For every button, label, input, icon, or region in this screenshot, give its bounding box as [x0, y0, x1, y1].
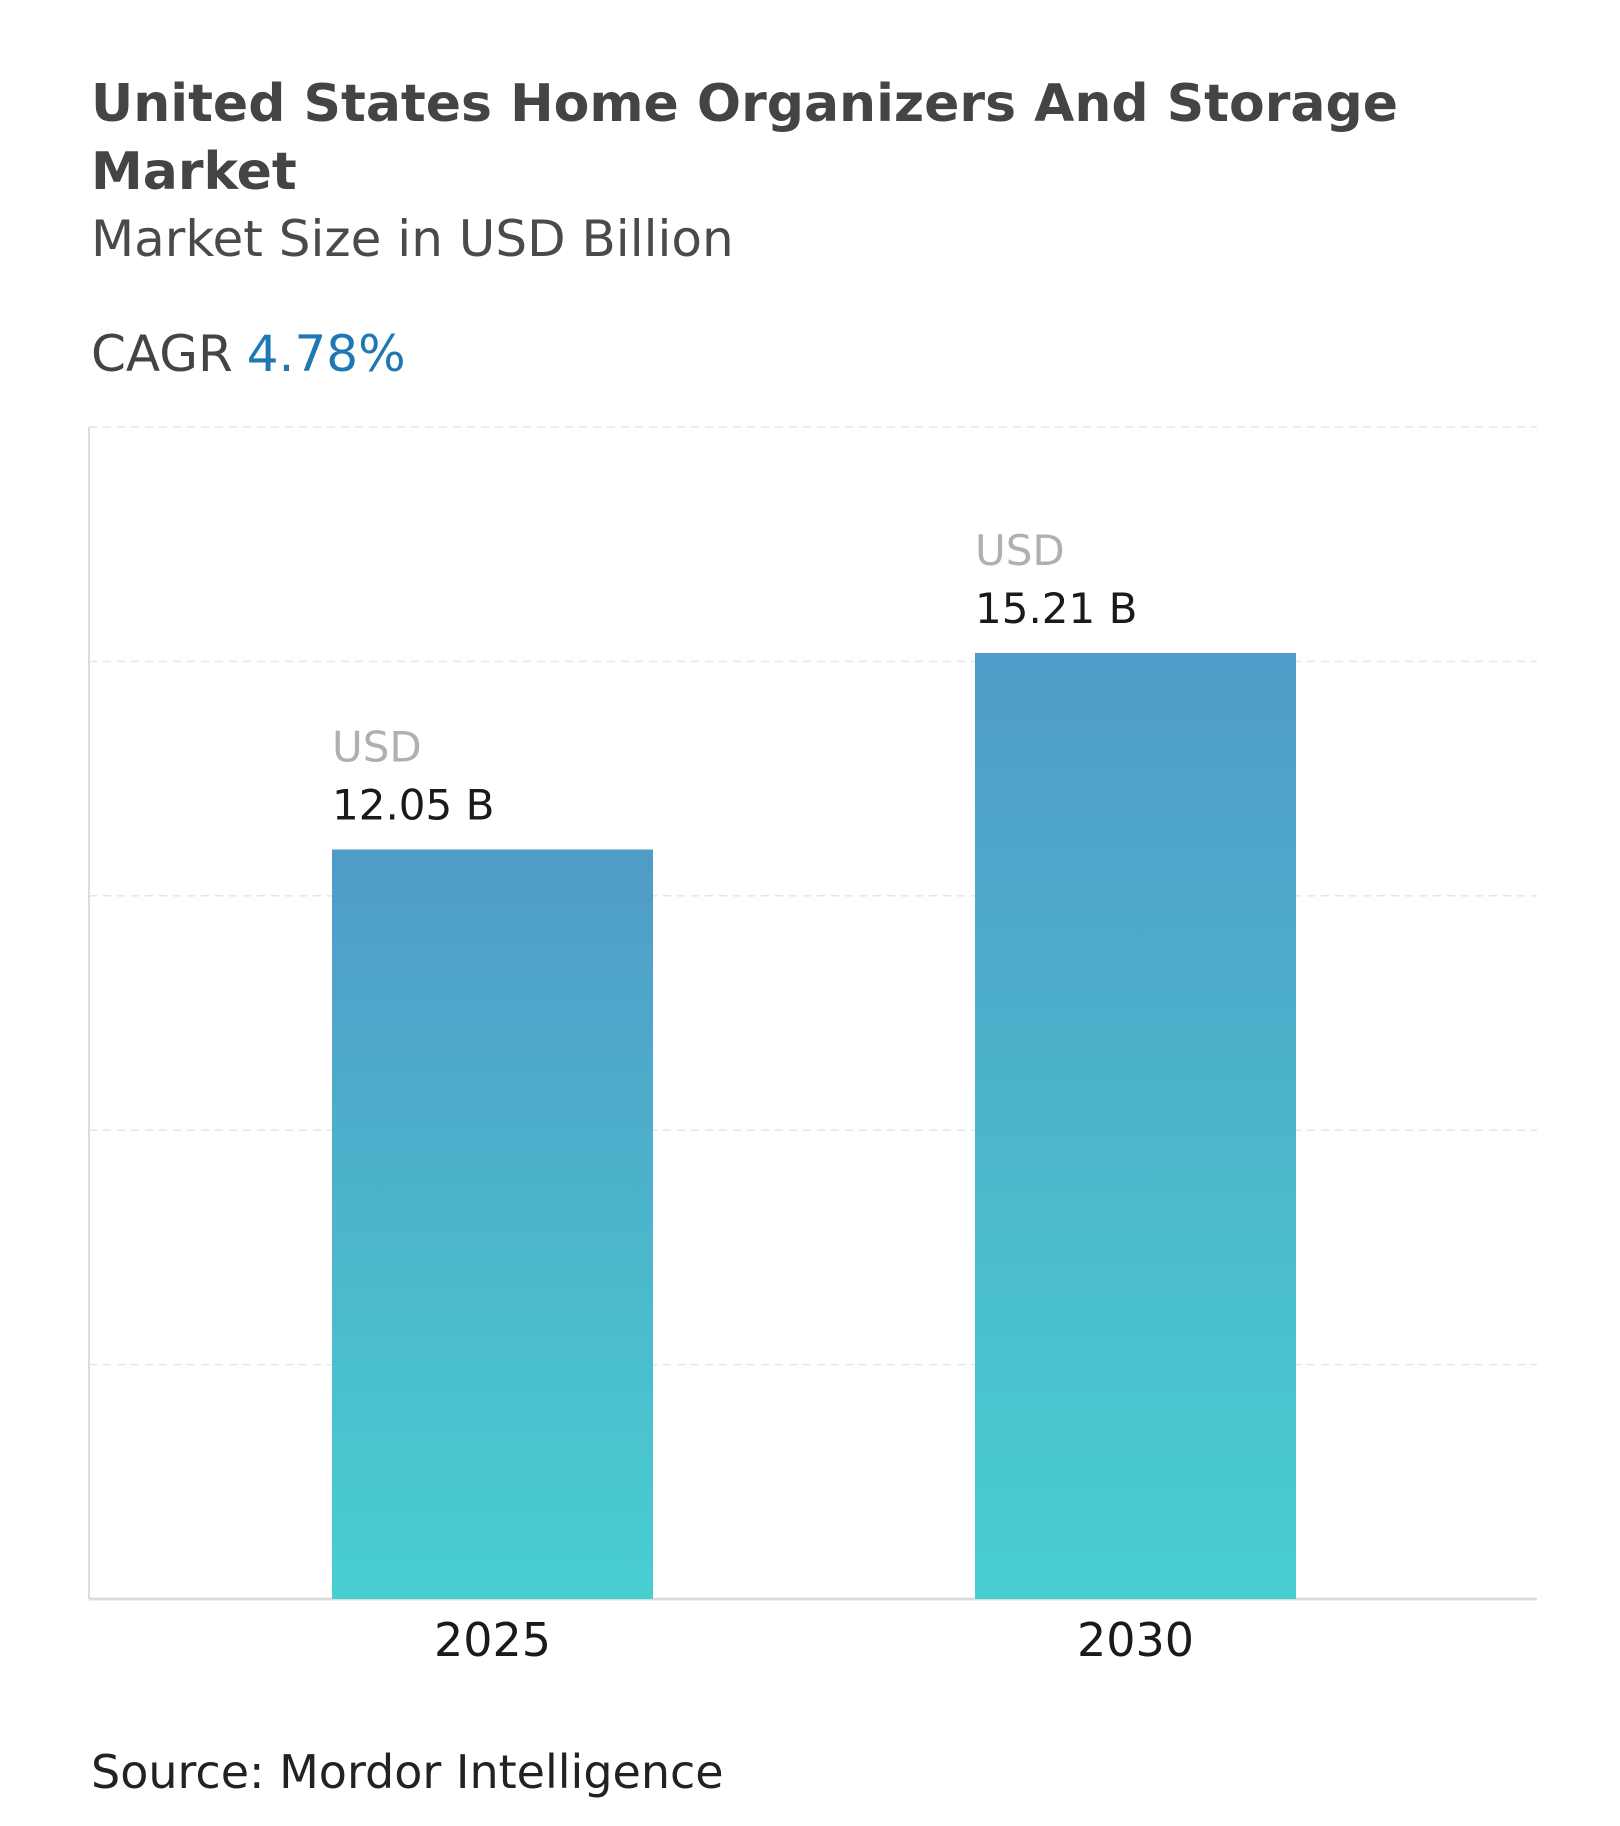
x-tick-label: 2030: [1077, 1613, 1194, 1667]
cagr-value: 4.78%: [246, 325, 406, 383]
cagr: CAGR 4.78%: [91, 325, 406, 383]
data-label-value: 12.05 B: [332, 780, 494, 829]
x-tick-label: 2025: [434, 1613, 551, 1667]
data-label-value: 15.21 B: [975, 584, 1137, 633]
bar-2030: [975, 652, 1296, 1599]
bar-2025: [332, 849, 653, 1599]
cagr-label: CAGR: [91, 325, 233, 383]
data-label-prefix: USD: [332, 722, 422, 771]
source-note: Source: Mordor Intelligence: [91, 1745, 724, 1799]
chart-subtitle: Market Size in USD Billion: [91, 210, 734, 268]
data-label-prefix: USD: [975, 526, 1065, 575]
chart-title: United States Home Organizers And Storag…: [91, 74, 1398, 202]
